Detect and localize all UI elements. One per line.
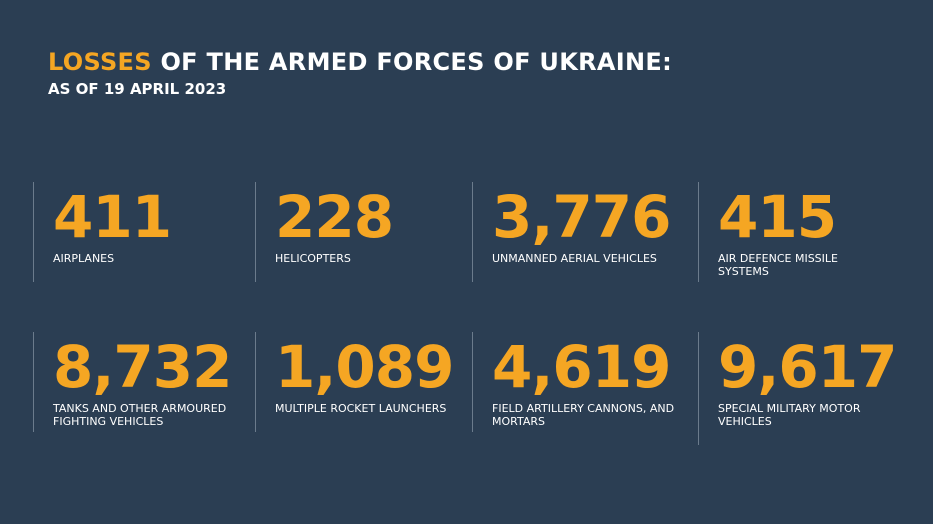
stat-value: 9,617 xyxy=(718,333,897,401)
title-rest: OF THE ARMED FORCES OF UKRAINE: xyxy=(160,48,672,76)
stat: 9,617 SPECIAL MILITARY MOTOR VEHICLES xyxy=(698,332,897,445)
stat-label: UNMANNED AERIAL VEHICLES xyxy=(492,252,657,265)
stat-label: SPECIAL MILITARY MOTOR VEHICLES xyxy=(718,402,861,428)
stat-value: 411 xyxy=(53,183,172,251)
stat: 8,732 TANKS AND OTHER ARMOURED FIGHTING V… xyxy=(33,332,233,432)
stat-label: FIELD ARTILLERY CANNONS, AND MORTARS xyxy=(492,402,675,428)
stat-value: 8,732 xyxy=(53,333,232,401)
stat-value: 415 xyxy=(718,183,837,251)
stat-label: TANKS AND OTHER ARMOURED FIGHTING VEHICL… xyxy=(53,402,227,428)
stat-value: 4,619 xyxy=(492,333,671,401)
stat: 4,619 FIELD ARTILLERY CANNONS, AND MORTAR… xyxy=(472,332,682,432)
stat-label: AIR DEFENCE MISSILE SYSTEMS xyxy=(718,252,838,278)
title: LOSSES OF THE ARMED FORCES OF UKRAINE: xyxy=(48,48,672,76)
stat: 1,089 MULTIPLE ROCKET LAUNCHERS xyxy=(255,332,455,432)
title-highlight: LOSSES xyxy=(48,48,152,76)
stat-label: HELICOPTERS xyxy=(275,252,351,265)
stat: 415 AIR DEFENCE MISSILE SYSTEMS xyxy=(698,182,888,282)
stat-value: 228 xyxy=(275,183,394,251)
subtitle: AS OF 19 APRIL 2023 xyxy=(48,80,227,98)
stat: 411 AIRPLANES xyxy=(33,182,233,282)
stat: 3,776 UNMANNED AERIAL VEHICLES xyxy=(472,182,682,282)
stat-value: 1,089 xyxy=(275,333,454,401)
stat-label: MULTIPLE ROCKET LAUNCHERS xyxy=(275,402,447,415)
stat-label: AIRPLANES xyxy=(53,252,115,265)
stat: 228 HELICOPTERS xyxy=(255,182,455,282)
stat-value: 3,776 xyxy=(492,183,671,251)
